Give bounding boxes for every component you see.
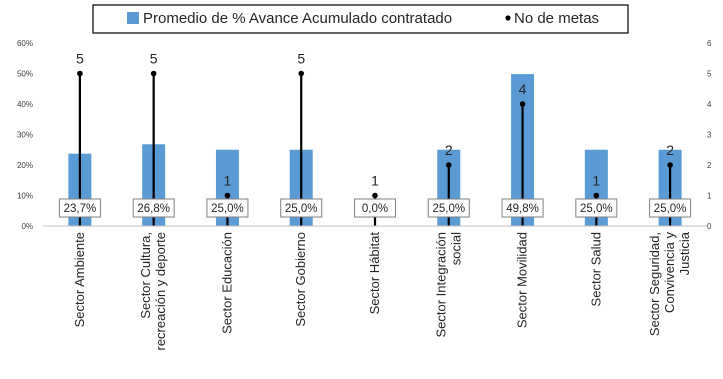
dropline-marker [593, 192, 600, 199]
bar-value-label: 49,8% [506, 203, 539, 215]
bar-value-label-box [58, 198, 101, 218]
category-label-line: Sector Educación [219, 232, 234, 334]
bar-value-label: 23,7% [64, 203, 97, 215]
bar-value-label: 0,0% [362, 203, 388, 215]
dropline-value-label: 1 [592, 173, 600, 189]
dropline-marker [667, 162, 673, 168]
bar-value-label-box [132, 198, 175, 218]
category-label-line: Convivencia y [662, 232, 677, 313]
category-label: Sector Salud [588, 232, 603, 306]
dropline-value-labels: 5 5 1 5 1 2 4 1 2 [76, 51, 674, 189]
left-tick-label: 20% [17, 161, 33, 170]
right-axis-ticks: 0 1 2 3 4 5 6 [707, 39, 712, 231]
left-tick-label: 40% [17, 100, 33, 109]
legend-swatch-dot [505, 15, 511, 21]
dropline-value-label: 5 [76, 51, 84, 67]
category-label-line: Sector Cultura, [138, 232, 153, 319]
category-label: Sector Integraciónsocial [433, 232, 463, 338]
bar-value-label-box [280, 198, 323, 218]
dropline-value-label: 2 [666, 142, 674, 158]
category-label-line: Sector Salud [588, 232, 603, 306]
category-label-line: Justicia [677, 231, 692, 275]
category-label-line: Sector Movilidad [515, 232, 530, 328]
dropline-marker [298, 70, 305, 77]
legend-box [92, 4, 629, 34]
bar-value-label: 26,8% [137, 203, 170, 215]
dropline-value-label: 5 [297, 51, 305, 67]
category-label: Sector Ambiente [72, 232, 87, 327]
right-tick-label: 0 [707, 222, 712, 231]
category-label-line: recreación y deporte [153, 232, 168, 351]
right-tick-label: 6 [707, 39, 712, 48]
left-tick-label: 0% [21, 222, 33, 231]
bar-value-labels: 23,7% 26,8% 25,0% 25,0% 0,0% 25,0% 49,8% 25,0% 2… [58, 198, 692, 218]
category-label-line: social [448, 232, 463, 265]
left-tick-label: 30% [17, 131, 33, 140]
bar-value-label: 25,0% [211, 203, 244, 215]
bar-value-label: 25,0% [285, 203, 318, 215]
bar-value-label-box [501, 198, 544, 218]
category-label: Sector Movilidad [515, 232, 530, 328]
category-label: Sector Educación [219, 232, 234, 334]
category-labels: Sector Ambiente Sector Cultura,recreación… [72, 231, 692, 350]
legend-swatch-bar [127, 12, 139, 24]
legend-label-avance: Promedio de % Avance Acumulado contratad… [143, 10, 452, 27]
category-label-line: Sector Hábitat [367, 232, 382, 315]
right-tick-label: 1 [707, 192, 712, 201]
category-label-line: Sector Ambiente [72, 232, 87, 327]
dropline-marker [150, 70, 157, 77]
dropline-value-label: 4 [519, 81, 527, 97]
bar-value-label: 25,0% [580, 203, 613, 215]
dropline-value-label: 5 [150, 51, 158, 67]
bar-value-label-box [206, 198, 249, 218]
legend-label-metas: No de metas [514, 10, 599, 27]
category-label: Sector Seguridad,Convivencia yJusticia [647, 231, 692, 336]
category-label: Sector Gobierno [293, 232, 308, 327]
right-tick-label: 2 [707, 161, 712, 170]
dropline-value-label: 1 [371, 173, 379, 189]
left-tick-label: 10% [17, 192, 33, 201]
bar-value-label: 25,0% [654, 203, 687, 215]
dropline-marker [77, 70, 83, 77]
dropline-marker [224, 192, 231, 199]
category-label-line: Sector Integración [433, 232, 448, 338]
dropline-value-label: 1 [224, 173, 232, 189]
bar-value-label-box [575, 198, 618, 218]
category-label: Sector Cultura,recreación y deporte [138, 232, 168, 351]
bar-value-label-box [649, 198, 692, 218]
bar-value-label-box [427, 198, 470, 218]
dropline-marker [372, 192, 378, 199]
bar-value-label-box [354, 198, 396, 218]
category-label: Sector Hábitat [367, 232, 382, 315]
dropline-marker [445, 162, 452, 168]
left-tick-label: 50% [17, 70, 33, 79]
right-tick-label: 5 [707, 70, 712, 79]
bar-value-label: 25,0% [432, 203, 465, 215]
dropline-value-label: 2 [445, 142, 453, 158]
right-tick-label: 3 [707, 131, 712, 140]
legend: Promedio de % Avance Acumulado contratad… [92, 4, 629, 34]
right-tick-label: 4 [707, 100, 712, 109]
dropline-marker [519, 101, 526, 107]
category-label-line: Sector Seguridad, [647, 232, 662, 336]
left-tick-label: 60% [17, 39, 33, 48]
category-label-line: Sector Gobierno [293, 232, 308, 327]
left-axis-ticks: 0% 10% 20% 30% 40% 50% 60% [17, 39, 33, 231]
